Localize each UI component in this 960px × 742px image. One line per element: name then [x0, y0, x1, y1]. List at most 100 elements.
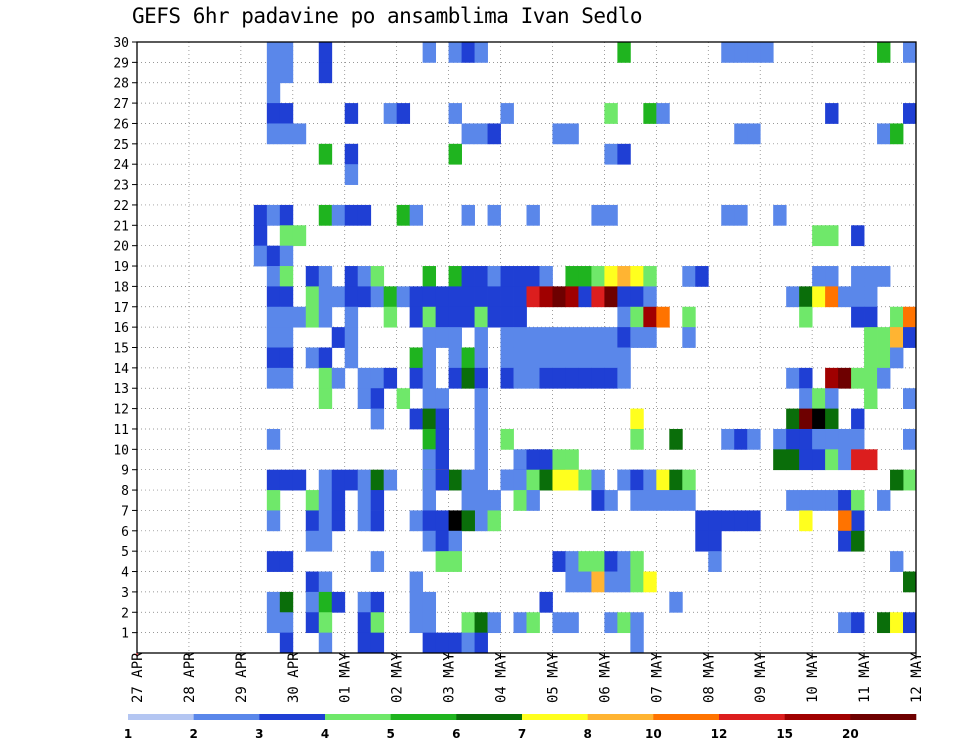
- heatmap-cell: [825, 266, 839, 287]
- heatmap-cell: [279, 286, 294, 308]
- heatmap-cell: [383, 367, 398, 389]
- heatmap-cell: [565, 327, 579, 348]
- heatmap-cell: [474, 306, 488, 328]
- heatmap-cell: [370, 266, 385, 287]
- heatmap-cell: [487, 510, 501, 532]
- heatmap-cell: [877, 327, 891, 348]
- heatmap-cell: [617, 266, 631, 287]
- heatmap-cell: [305, 530, 320, 552]
- heatmap-cell: [864, 449, 878, 471]
- heatmap-cell: [266, 612, 281, 634]
- heatmap-cell: [266, 490, 281, 511]
- x-tick-label: 10 MAY: [805, 652, 821, 703]
- colorbar-swatch: [719, 714, 785, 720]
- colorbar-label: 15: [776, 727, 793, 741]
- x-tick-label: 09 MAY: [753, 652, 769, 703]
- heatmap-cell: [721, 204, 735, 226]
- heatmap-cell: [266, 591, 281, 613]
- y-tick-label: 14: [113, 362, 129, 377]
- heatmap-cell: [318, 591, 333, 613]
- heatmap-cell: [474, 510, 488, 532]
- heatmap-cell: [812, 428, 826, 450]
- heatmap-cell: [734, 204, 748, 226]
- heatmap-cell: [617, 551, 631, 572]
- heatmap-cell: [539, 469, 553, 491]
- heatmap-cell: [305, 286, 320, 308]
- heatmap-cell: [630, 286, 644, 308]
- heatmap-cell: [435, 510, 449, 532]
- heatmap-cell: [448, 469, 462, 491]
- heatmap-cell: [578, 286, 592, 308]
- heatmap-cell: [357, 367, 372, 389]
- heatmap-cell: [448, 551, 462, 572]
- heatmap-cell: [825, 408, 839, 430]
- heatmap-cell: [669, 490, 683, 511]
- heatmap-cell: [682, 266, 696, 287]
- heatmap-cell: [487, 612, 501, 634]
- heatmap-cell: [279, 632, 294, 654]
- y-tick-label: 6: [121, 525, 129, 540]
- heatmap-cell: [552, 612, 566, 634]
- heatmap-cell: [552, 551, 566, 572]
- heatmap-cell: [292, 123, 307, 145]
- heatmap-cell: [838, 286, 852, 308]
- heatmap-cell: [435, 408, 449, 430]
- y-tick-label: 2: [121, 606, 129, 621]
- heatmap-cell: [760, 42, 774, 63]
- heatmap-cell: [448, 327, 462, 348]
- heatmap-cell: [864, 266, 878, 287]
- heatmap-cell: [903, 103, 917, 124]
- colorbar-label: 12: [711, 727, 728, 741]
- heatmap-cell: [747, 123, 761, 145]
- heatmap-cell: [903, 42, 917, 63]
- heatmap-cell: [279, 266, 294, 287]
- heatmap-cell: [851, 530, 865, 552]
- heatmap-cell: [383, 103, 398, 124]
- heatmap-cell: [266, 62, 281, 84]
- heatmap-cell: [435, 327, 449, 348]
- heatmap-cell: [474, 327, 488, 348]
- heatmap-cell: [708, 530, 722, 552]
- heatmap-cell: [500, 266, 514, 287]
- heatmap-cell: [591, 490, 605, 511]
- heatmap-cell: [630, 306, 644, 328]
- heatmap-cell: [422, 591, 437, 613]
- heatmap-cell: [266, 428, 281, 450]
- heatmap-cell: [422, 306, 437, 328]
- heatmap-cell: [513, 266, 527, 287]
- heatmap-cell: [617, 367, 631, 389]
- heatmap-cell: [357, 591, 372, 613]
- heatmap-cell: [500, 306, 514, 328]
- heatmap-cell: [786, 408, 800, 430]
- heatmap-cell: [617, 42, 631, 63]
- heatmap-cell: [877, 612, 891, 634]
- heatmap-cell: [838, 428, 852, 450]
- heatmap-cell: [344, 204, 359, 226]
- x-tick-label: 03 MAY: [442, 652, 458, 703]
- heatmap-cell: [591, 571, 605, 593]
- heatmap-cell: [435, 632, 449, 654]
- heatmap-cell: [565, 612, 579, 634]
- heatmap-cell: [903, 306, 917, 328]
- heatmap-cell: [786, 367, 800, 389]
- heatmap-cell: [474, 123, 488, 145]
- heatmap-cell: [422, 42, 437, 63]
- heatmap-cell: [266, 82, 281, 104]
- heatmap-cell: [331, 469, 346, 491]
- heatmap-cell: [565, 286, 579, 308]
- heatmap-cell: [734, 510, 748, 532]
- heatmap-cell: [318, 62, 333, 84]
- heatmap-cell: [344, 143, 359, 165]
- heatmap-cell: [877, 42, 891, 63]
- heatmap-cell: [370, 408, 385, 430]
- heatmap-cell: [370, 510, 385, 532]
- heatmap-cell: [461, 123, 475, 145]
- heatmap-cell: [500, 103, 514, 124]
- heatmap-cell: [617, 469, 631, 491]
- heatmap-cell: [591, 347, 605, 369]
- heatmap-cell: [513, 327, 527, 348]
- heatmap-cell: [630, 551, 644, 572]
- heatmap-cell: [825, 286, 839, 308]
- heatmap-cell: [825, 388, 839, 409]
